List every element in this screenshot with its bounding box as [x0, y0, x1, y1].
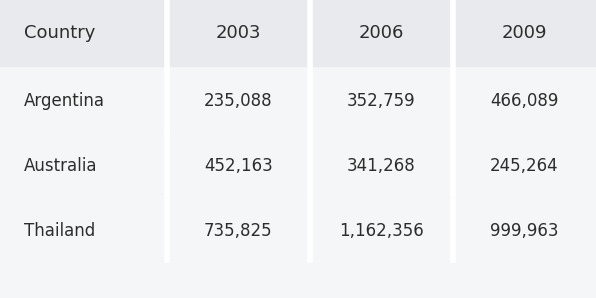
- Text: 235,088: 235,088: [204, 92, 273, 110]
- Text: 999,963: 999,963: [491, 222, 558, 240]
- Text: Country: Country: [24, 24, 95, 42]
- Text: 341,268: 341,268: [347, 157, 416, 175]
- Text: Australia: Australia: [24, 157, 97, 175]
- Text: 735,825: 735,825: [204, 222, 273, 240]
- Text: 2006: 2006: [359, 24, 404, 42]
- Text: 2003: 2003: [216, 24, 261, 42]
- Text: Thailand: Thailand: [24, 222, 95, 240]
- Text: 466,089: 466,089: [491, 92, 558, 110]
- Text: 245,264: 245,264: [490, 157, 559, 175]
- Text: 452,163: 452,163: [204, 157, 273, 175]
- Bar: [0, 136, 596, 195]
- Bar: [0, 71, 596, 131]
- Text: 2009: 2009: [502, 24, 547, 42]
- Text: 352,759: 352,759: [347, 92, 416, 110]
- Bar: [0, 0, 596, 66]
- Bar: [0, 201, 596, 260]
- Text: Argentina: Argentina: [24, 92, 105, 110]
- Text: 1,162,356: 1,162,356: [339, 222, 424, 240]
